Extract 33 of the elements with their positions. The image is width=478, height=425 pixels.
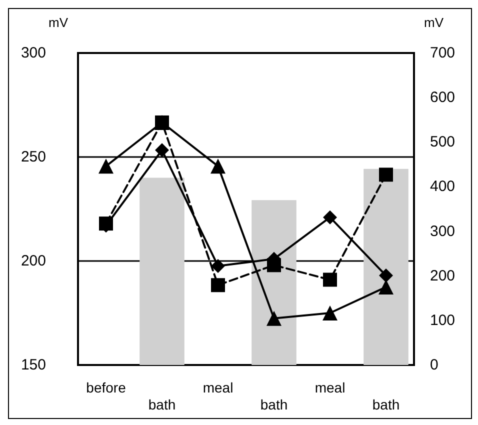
point [211, 258, 225, 273]
point [210, 158, 226, 174]
y2-tick-label: 500 [430, 134, 456, 151]
x-tick-label: bath [148, 396, 176, 412]
y-tick-label: 250 [20, 148, 46, 166]
point [378, 280, 394, 294]
x-tick-label: before [86, 380, 126, 396]
y2-tick-label: 100 [430, 312, 456, 329]
point [155, 143, 169, 158]
point [211, 278, 225, 292]
y-tick-label: 150 [20, 356, 46, 374]
point [379, 168, 393, 182]
y2-tick-label: 600 [430, 89, 456, 106]
y2-tick-label: 300 [430, 222, 456, 240]
point [267, 258, 281, 272]
point [322, 306, 338, 320]
point [266, 310, 282, 326]
x-tick-label: meal [202, 380, 234, 396]
y2-tick-label: 0 [430, 356, 438, 374]
x-tick-label: meal [314, 380, 346, 396]
x-tick-label: bath [372, 396, 400, 412]
y2-tick-label: 700 [430, 44, 456, 62]
point [323, 210, 337, 224]
y-tick-label: 200 [20, 252, 46, 270]
point [379, 268, 393, 283]
y2-axis-title: mV [424, 15, 444, 30]
y-tick-label: 300 [20, 44, 46, 62]
y2-tick-label: 400 [430, 178, 456, 196]
y-axis-title: mV [48, 15, 68, 30]
y2-tick-label: 200 [430, 267, 456, 284]
x-tick-label: bath [260, 396, 288, 412]
point [323, 272, 337, 287]
point [98, 158, 114, 174]
